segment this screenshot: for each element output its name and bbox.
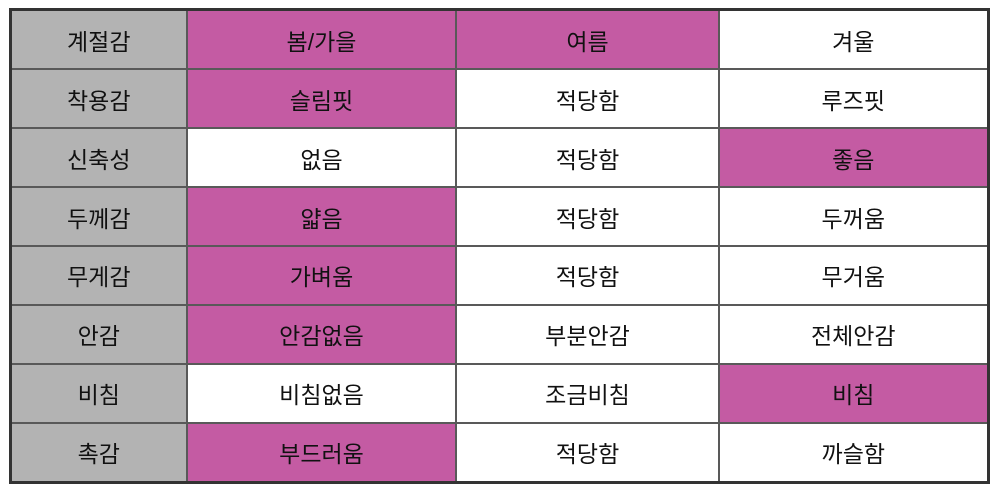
table-row: 비침 비침없음 조금비침 비침	[9, 362, 990, 424]
option-cell: 적당함	[455, 186, 720, 247]
attribute-label: 무게감	[9, 244, 188, 306]
option-cell-selected: 안감없음	[185, 303, 458, 365]
option-cell: 적당함	[455, 127, 720, 189]
option-cell-selected: 좋음	[717, 127, 990, 189]
table-row: 무게감 가벼움 적당함 무거움	[9, 244, 990, 306]
option-cell: 적당함	[455, 244, 720, 306]
attribute-label: 신축성	[9, 127, 188, 189]
table-row: 촉감 부드러움 적당함 까슬함	[9, 421, 990, 484]
table-row: 착용감 슬림핏 적당함 루즈핏	[9, 68, 990, 130]
attribute-label: 촉감	[9, 421, 188, 484]
option-cell-selected: 슬림핏	[185, 68, 458, 130]
attribute-table-body: 계절감 봄/가을 여름 겨울 착용감 슬림핏 적당함 루즈핏 신축성 없음 적당함 좋음 두께감 얇음 적당…	[9, 8, 990, 484]
option-cell: 부분안감	[455, 303, 720, 365]
table-row: 두께감 얇음 적당함 두꺼움	[9, 186, 990, 247]
option-cell: 없음	[185, 127, 458, 189]
table-row: 안감 안감없음 부분안감 전체안감	[9, 303, 990, 365]
option-cell: 두꺼움	[717, 186, 990, 247]
option-cell: 전체안감	[717, 303, 990, 365]
option-cell-selected: 얇음	[185, 186, 458, 247]
table-row: 신축성 없음 적당함 좋음	[9, 127, 990, 189]
option-cell-selected: 비침	[717, 362, 990, 424]
option-cell: 비침없음	[185, 362, 458, 424]
option-cell: 까슬함	[717, 421, 990, 484]
attribute-label: 두께감	[9, 186, 188, 247]
option-cell: 적당함	[455, 68, 720, 130]
option-cell: 조금비침	[455, 362, 720, 424]
option-cell-selected: 여름	[455, 8, 720, 71]
attribute-label: 계절감	[9, 8, 188, 71]
attribute-label: 안감	[9, 303, 188, 365]
option-cell: 겨울	[717, 8, 990, 71]
attribute-label: 비침	[9, 362, 188, 424]
option-cell: 무거움	[717, 244, 990, 306]
option-cell-selected: 봄/가을	[185, 8, 458, 71]
option-cell: 적당함	[455, 421, 720, 484]
attribute-label: 착용감	[9, 68, 188, 130]
option-cell: 루즈핏	[717, 68, 990, 130]
option-cell-selected: 부드러움	[185, 421, 458, 484]
table-row: 계절감 봄/가을 여름 겨울	[9, 8, 990, 71]
attribute-table: 계절감 봄/가을 여름 겨울 착용감 슬림핏 적당함 루즈핏 신축성 없음 적당함 좋음 두께감 얇음 적당…	[9, 8, 990, 484]
option-cell-selected: 가벼움	[185, 244, 458, 306]
